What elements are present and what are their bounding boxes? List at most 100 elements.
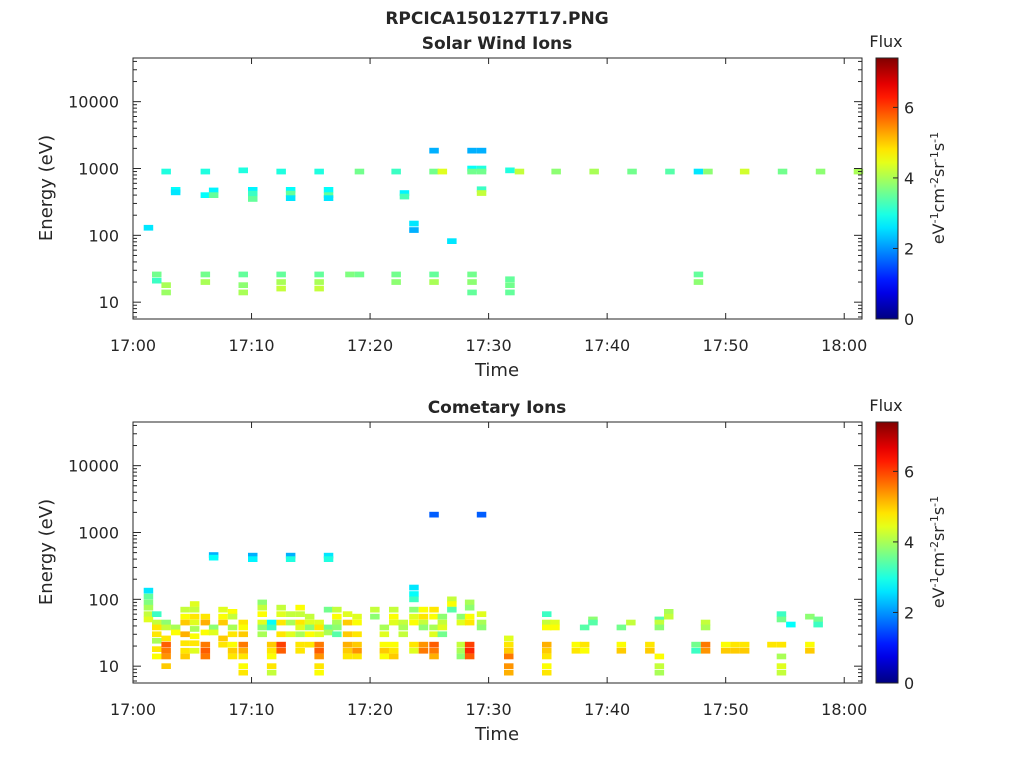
- heatmap-cell: [189, 647, 200, 654]
- heatmap-cell: [285, 619, 296, 626]
- heatmap-cell: [285, 187, 296, 193]
- x-tick-label: 17:00: [110, 336, 156, 355]
- heatmap-cell: [389, 613, 399, 620]
- heatmap-cell: [379, 641, 390, 648]
- heatmap-cells: [143, 147, 864, 296]
- heatmap-cell: [314, 669, 324, 676]
- heatmap-cell: [504, 669, 514, 676]
- colorbar-gradient: [876, 422, 898, 683]
- y-tick-label: 10: [99, 657, 119, 676]
- heatmap-cell: [654, 669, 665, 676]
- heatmap-cell: [266, 647, 277, 654]
- x-tick-label: 17:50: [703, 700, 749, 719]
- colorbar: 0 2 4 6: [875, 421, 914, 693]
- x-tick-label: 17:10: [228, 336, 274, 355]
- heatmap-cell: [720, 641, 731, 648]
- heatmap-cell: [180, 631, 190, 638]
- heatmap-cell: [285, 556, 296, 562]
- y-tick-label: 1000: [78, 159, 119, 178]
- panel-cometary-ions: Cometary Ions 17:00 17:10 17:20 17:30 17:40 1…: [36, 396, 948, 745]
- heatmap-cell: [693, 168, 704, 175]
- heatmap-cell: [152, 619, 162, 626]
- colorbar-units: eV-1cm-2sr-1s-1: [928, 132, 948, 244]
- heatmap-cell: [200, 641, 211, 648]
- heatmap-cell: [352, 631, 362, 638]
- x-tick-label: 18:00: [821, 336, 867, 355]
- axis-ticks: 17:00 17:10 17:20 17:30 17:40 17:50 18:00 10 100…: [68, 58, 867, 355]
- heatmap-cell: [161, 641, 171, 648]
- heatmap-cell: [476, 511, 487, 518]
- heatmap-cell: [152, 271, 162, 278]
- heatmap-cell: [476, 168, 487, 175]
- heatmap-cell: [429, 613, 439, 620]
- heatmap-cell: [776, 663, 787, 669]
- x-axis-label: Time: [474, 360, 519, 381]
- heatmap-cell: [739, 641, 750, 648]
- heatmap-cell: [550, 619, 560, 626]
- heatmap-cell: [342, 631, 353, 638]
- heatmap-cell: [409, 641, 419, 648]
- heatmap-cell: [143, 224, 154, 231]
- heatmap-cell: [285, 190, 296, 197]
- heatmap-cell: [227, 624, 238, 631]
- heatmap-cell: [456, 619, 467, 626]
- heatmap-cell: [227, 631, 238, 638]
- colorbar-tick-label: 6: [904, 462, 914, 481]
- y-axis-label: Energy (eV): [36, 499, 57, 605]
- heatmap-cell: [208, 629, 219, 636]
- heatmap-cell: [476, 619, 487, 626]
- heatmap-cell: [170, 629, 181, 636]
- heatmap-cell: [332, 631, 342, 638]
- heatmap-cell: [504, 635, 514, 642]
- heatmap-cell: [409, 584, 419, 591]
- heatmap-cell: [551, 168, 561, 175]
- heatmap-cell: [476, 147, 487, 154]
- heatmap-cell: [218, 606, 228, 613]
- heatmap-cell: [342, 641, 353, 648]
- heatmap-cell: [161, 653, 171, 660]
- heatmap-cell: [314, 285, 324, 292]
- heatmap-cell: [285, 611, 296, 617]
- heatmap-cell: [152, 277, 162, 284]
- x-axis-label: Time: [474, 724, 519, 745]
- heatmap-cell: [429, 653, 439, 660]
- heatmap-cell: [276, 619, 286, 626]
- heatmap-cell: [456, 653, 467, 660]
- heatmap-cell: [464, 647, 475, 654]
- heatmap-cell: [295, 641, 305, 648]
- heatmap-cell: [467, 165, 477, 172]
- heatmap-cell: [161, 635, 171, 642]
- heatmap-cell: [447, 601, 457, 607]
- heatmap-cell: [389, 641, 399, 648]
- heatmap-cell: [542, 641, 552, 648]
- heatmap-cell: [200, 619, 211, 626]
- heatmap-cell: [323, 187, 334, 193]
- heatmap-cell: [189, 619, 200, 626]
- heatmap-cell: [588, 616, 598, 623]
- heatmap-cell: [189, 606, 200, 613]
- heatmap-cell: [542, 619, 552, 626]
- heatmap-cell: [266, 641, 277, 648]
- y-tick-label: 100: [88, 590, 119, 609]
- heatmap-cell: [323, 195, 334, 201]
- heatmap-cell: [200, 629, 211, 636]
- x-tick-label: 17:50: [703, 336, 749, 355]
- heatmap-cell: [467, 279, 477, 285]
- heatmap-cell: [266, 669, 277, 676]
- heatmap-cell: [391, 168, 401, 175]
- heatmap-cell: [238, 271, 248, 278]
- heatmap-cell: [170, 624, 181, 631]
- colorbar-label: Flux: [869, 396, 902, 415]
- heatmap-cell: [645, 641, 655, 648]
- heatmap-cell: [447, 238, 457, 244]
- heatmap-cell: [200, 613, 211, 620]
- heatmap-cell: [218, 635, 228, 642]
- heatmap-cell: [813, 621, 823, 628]
- heatmap-cell: [295, 647, 305, 654]
- heatmap-cell: [342, 647, 353, 654]
- heatmap-cell: [550, 624, 560, 631]
- heatmap-cell: [248, 190, 258, 197]
- heatmap-cell: [456, 647, 467, 654]
- heatmap-cell: [588, 619, 598, 626]
- heatmap-cell: [152, 646, 162, 652]
